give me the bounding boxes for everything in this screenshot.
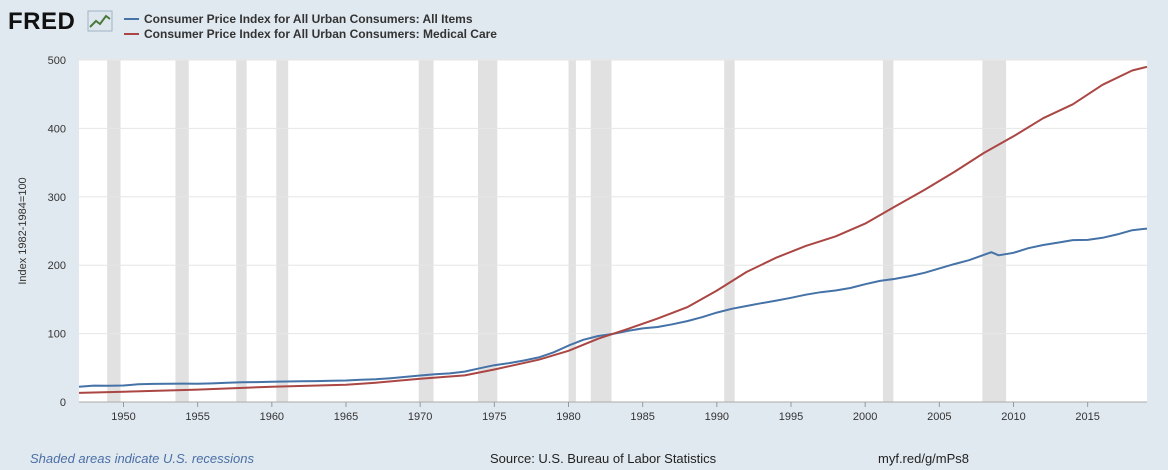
x-tick-label-2015: 2015 <box>1075 411 1099 423</box>
recession-band-3 <box>276 60 289 402</box>
x-tick-label-1960: 1960 <box>260 411 284 423</box>
fred-logo[interactable]: FRED <box>8 8 113 35</box>
plot-area <box>79 60 1147 402</box>
x-tick-label-2000: 2000 <box>853 411 877 423</box>
recession-band-0 <box>107 60 121 402</box>
recession-band-6 <box>568 60 576 402</box>
y-tick-label-100: 100 <box>48 329 66 341</box>
x-tick-label-1975: 1975 <box>482 411 506 423</box>
x-tick-label-2010: 2010 <box>1001 411 1025 423</box>
x-axis: 1950 1955 1960 1965 1970 1975 1980 1985 1990 1995… <box>111 402 1100 423</box>
series-line-medical-care <box>78 65 1148 394</box>
recession-band-9 <box>882 60 894 402</box>
recession-band-8 <box>724 60 735 402</box>
recession-band-4 <box>418 60 434 402</box>
legend-item-all-items[interactable]: Consumer Price Index for All Urban Consu… <box>124 12 473 26</box>
x-tick-label-1995: 1995 <box>779 411 803 423</box>
recession-band-7 <box>590 60 612 402</box>
recession-band-1 <box>175 60 189 402</box>
recession-band-5 <box>478 60 498 402</box>
line-graph-icon <box>87 10 113 32</box>
y-tick-label-400: 400 <box>48 123 66 135</box>
fred-logo-text: FRED <box>8 8 75 35</box>
legend-item-medical-care[interactable]: Consumer Price Index for All Urban Consu… <box>124 27 497 41</box>
gridlines <box>79 59 1147 403</box>
recession-bands <box>107 60 1007 402</box>
series-lines <box>78 65 1148 394</box>
x-tick-label-1965: 1965 <box>334 411 358 423</box>
short-link[interactable]: myf.red/g/mPs8 <box>878 451 970 466</box>
x-tick-label-1990: 1990 <box>705 411 729 423</box>
recession-band-10 <box>982 60 1007 402</box>
source-text: Source: U.S. Bureau of Labor Statistics <box>490 451 717 466</box>
y-axis-label: Index 1982-1984=100 <box>17 177 29 284</box>
recession-band-2 <box>236 60 247 402</box>
legend-label-all-items: Consumer Price Index for All Urban Consu… <box>144 12 473 26</box>
y-tick-label-200: 200 <box>48 260 66 272</box>
recession-note: Shaded areas indicate U.S. recessions <box>30 451 255 466</box>
x-tick-label-1950: 1950 <box>111 411 135 423</box>
x-tick-label-1985: 1985 <box>630 411 654 423</box>
y-tick-label-500: 500 <box>48 55 66 67</box>
y-axis: 0 100 200 300 400 500 <box>48 55 66 409</box>
x-tick-label-1955: 1955 <box>185 411 209 423</box>
x-tick-label-1980: 1980 <box>556 411 580 423</box>
x-tick-label-1970: 1970 <box>408 411 432 423</box>
fred-chart: FRED Consumer Price Index for All Urban … <box>8 8 1148 423</box>
x-tick-label-2005: 2005 <box>927 411 951 423</box>
legend-label-medical-care: Consumer Price Index for All Urban Consu… <box>144 27 497 41</box>
y-tick-label-300: 300 <box>48 192 66 204</box>
y-tick-label-0: 0 <box>60 397 66 409</box>
legend: Consumer Price Index for All Urban Consu… <box>124 12 497 41</box>
